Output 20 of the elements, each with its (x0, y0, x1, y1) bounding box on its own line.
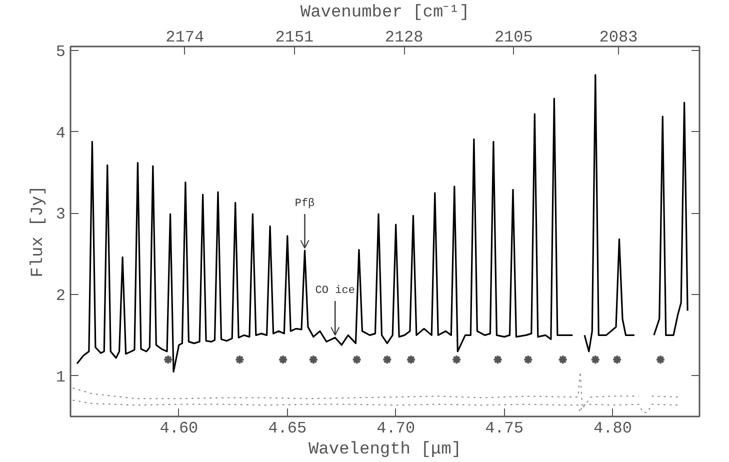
annotation: Pfβ (294, 198, 316, 210)
x-tick-label: 4.70 (376, 420, 416, 438)
x2-tick-label: 2174 (166, 28, 204, 46)
x2-tick-label: 2151 (275, 28, 314, 46)
x2-tick-label: 2128 (384, 28, 424, 46)
x-tick-label: 4.60 (160, 420, 198, 438)
y-tick-label: 3 (56, 206, 66, 224)
x2-axis-title: Wavenumber [cm⁻¹] (300, 4, 470, 22)
x-tick-label: 4.80 (594, 420, 632, 438)
y-tick-label: 2 (56, 287, 66, 306)
y-tick-label: 1 (56, 368, 66, 386)
y-tick-label: 4 (56, 124, 66, 142)
x-axis-title: Wavelength [μm] (308, 440, 462, 460)
x-tick-label: 4.75 (485, 420, 524, 438)
annotation: CO ice (315, 284, 355, 297)
x2-tick-label: 2105 (494, 28, 533, 46)
x2-tick-label: 2083 (599, 28, 638, 46)
y-axis-title: Flux [Jy] (28, 186, 48, 278)
y-tick-label: 5 (56, 43, 66, 62)
x-tick-label: 4.65 (268, 420, 307, 438)
